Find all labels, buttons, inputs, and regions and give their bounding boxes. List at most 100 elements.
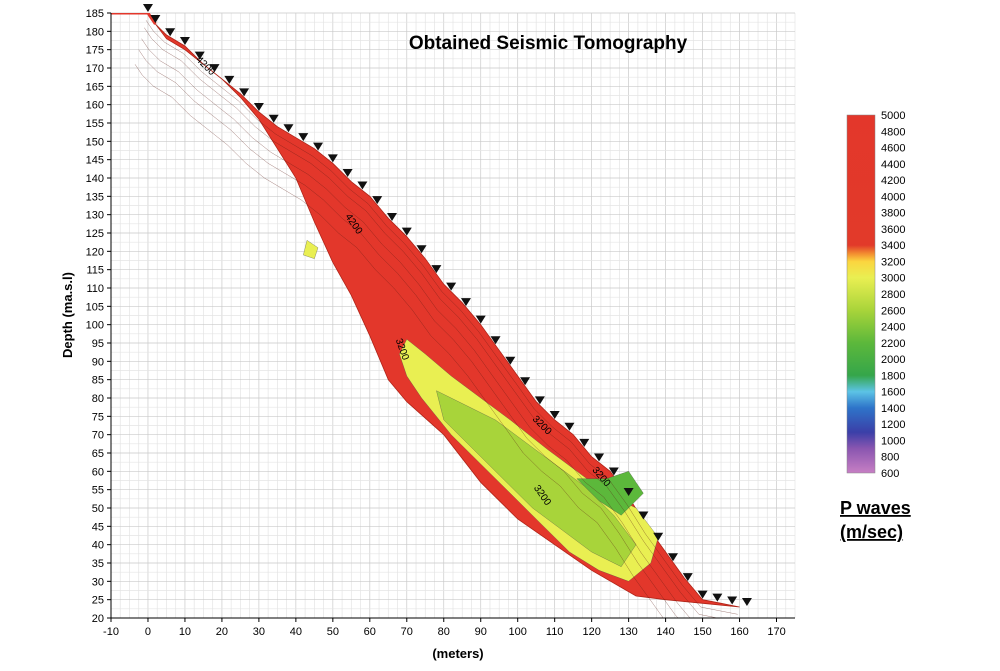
geophone-marker (697, 590, 708, 599)
colorbar-tick-label: 2600 (881, 305, 905, 317)
geophone-marker (268, 114, 279, 123)
contour-line (141, 38, 691, 618)
y-tick-label: 85 (92, 375, 104, 387)
geophone-marker (253, 103, 264, 111)
geophone-marker (327, 154, 338, 163)
y-tick-label: 165 (86, 81, 104, 93)
y-tick-label: 70 (92, 430, 104, 442)
x-tick-label: -10 (103, 626, 119, 638)
x-tick-label: 100 (509, 626, 527, 638)
colorbar-tick-label: 800 (881, 452, 899, 464)
y-tick-label: 180 (86, 26, 104, 38)
geophone-marker (520, 377, 531, 386)
geophone-marker (416, 245, 427, 254)
geophone-marker (741, 598, 752, 606)
geophone-marker (209, 64, 220, 73)
y-tick-label: 80 (92, 393, 104, 405)
geophone-marker (727, 596, 738, 605)
y-tick-label: 155 (86, 118, 104, 130)
y-tick-label: 150 (86, 136, 104, 148)
colorbar-tick-label: 1000 (881, 435, 905, 447)
surface-line (111, 13, 157, 25)
x-tick-label: 120 (582, 626, 600, 638)
geophone-marker (431, 265, 442, 274)
contour-line (134, 64, 664, 618)
contour-line (145, 20, 738, 615)
low-velocity-zone (436, 390, 637, 568)
y-tick-label: 50 (92, 503, 104, 515)
colorbar-tick-label: 1600 (881, 387, 905, 399)
low-velocity-zone (303, 239, 319, 260)
colorbar-tick-label: 1200 (881, 419, 905, 431)
geophone-marker (386, 213, 397, 221)
geophone-marker (179, 37, 190, 45)
colorbar-tick-label: 3400 (881, 240, 905, 252)
geophone-marker (446, 282, 457, 291)
y-tick-label: 35 (92, 558, 104, 570)
geophone-marker (564, 422, 575, 431)
y-tick-label: 115 (86, 265, 104, 277)
geophone-marker (239, 88, 250, 97)
geophone-marker (490, 336, 501, 345)
y-tick-label: 130 (86, 210, 104, 222)
y-tick-label: 60 (92, 466, 104, 478)
geophone-marker (608, 467, 619, 476)
x-tick-label: 20 (216, 626, 228, 638)
colorbar-unit: (m/sec) (840, 522, 903, 542)
colorbar-tick-label: 3800 (881, 208, 905, 220)
geophone-marker (283, 124, 294, 133)
geophone-marker (142, 4, 153, 12)
y-axis-title: Depth (ma.s.l) (60, 272, 75, 358)
geophone-marker (194, 51, 205, 60)
y-tick-label: 90 (92, 356, 104, 368)
y-tick-label: 100 (86, 320, 104, 332)
y-tick-label: 175 (86, 45, 104, 57)
colorbar: 5000 4800 4600 4400 4200 4000 3800 3600 3400 3200… (846, 110, 905, 480)
y-tick-label: 30 (92, 576, 104, 588)
colorbar-tick-label: 2200 (881, 338, 905, 350)
geophone-marker (475, 315, 486, 324)
colorbar-tick-label: 1800 (881, 370, 905, 382)
y-tick-label: 125 (86, 228, 104, 240)
colorbar-tick-label: 4200 (881, 175, 905, 187)
x-tick-label: 80 (438, 626, 450, 638)
geophones (142, 4, 752, 606)
y-tick-label: 55 (92, 485, 104, 497)
x-axis-title: (meters) (432, 646, 483, 661)
y-tick-label: 110 (86, 283, 104, 295)
velocity-model (111, 13, 740, 608)
geophone-marker (224, 75, 235, 84)
geophone-marker (150, 15, 161, 23)
colorbar-tick-label: 5000 (881, 110, 905, 122)
y-tick-label: 25 (92, 595, 104, 607)
colorbar-tick-label: 600 (881, 468, 899, 480)
geophone-marker (401, 227, 412, 236)
colorbar-tick-label: 2800 (881, 289, 905, 301)
colorbar-tick-label: 2400 (881, 322, 905, 334)
x-tick-label: 170 (767, 626, 785, 638)
geophone-marker (579, 438, 590, 447)
contour-line (138, 49, 679, 618)
grid (110, 12, 796, 619)
colorbar-scale (846, 114, 876, 474)
x-tick-label: 30 (253, 626, 265, 638)
colorbar-title: P waves (840, 498, 911, 518)
colorbar-tick-label: 4000 (881, 191, 905, 203)
x-tick-label: 140 (656, 626, 674, 638)
colorbar-tick-label: 2000 (881, 354, 905, 366)
colorbar-tick-label: 4600 (881, 143, 905, 155)
geophone-marker (460, 298, 471, 307)
geophone-marker (638, 511, 649, 520)
x-tick-label: 90 (475, 626, 487, 638)
geophone-marker (357, 181, 368, 190)
geophone-marker (712, 593, 723, 602)
x-tick-label: 40 (290, 626, 302, 638)
colorbar-tick-label: 4400 (881, 159, 905, 171)
y-tick-label: 45 (92, 521, 104, 533)
y-tick-label: 185 (86, 8, 104, 20)
x-tick-label: 70 (401, 626, 413, 638)
geophone-marker (549, 411, 560, 419)
geophone-marker (505, 356, 516, 365)
x-tick-label: 110 (546, 626, 564, 638)
